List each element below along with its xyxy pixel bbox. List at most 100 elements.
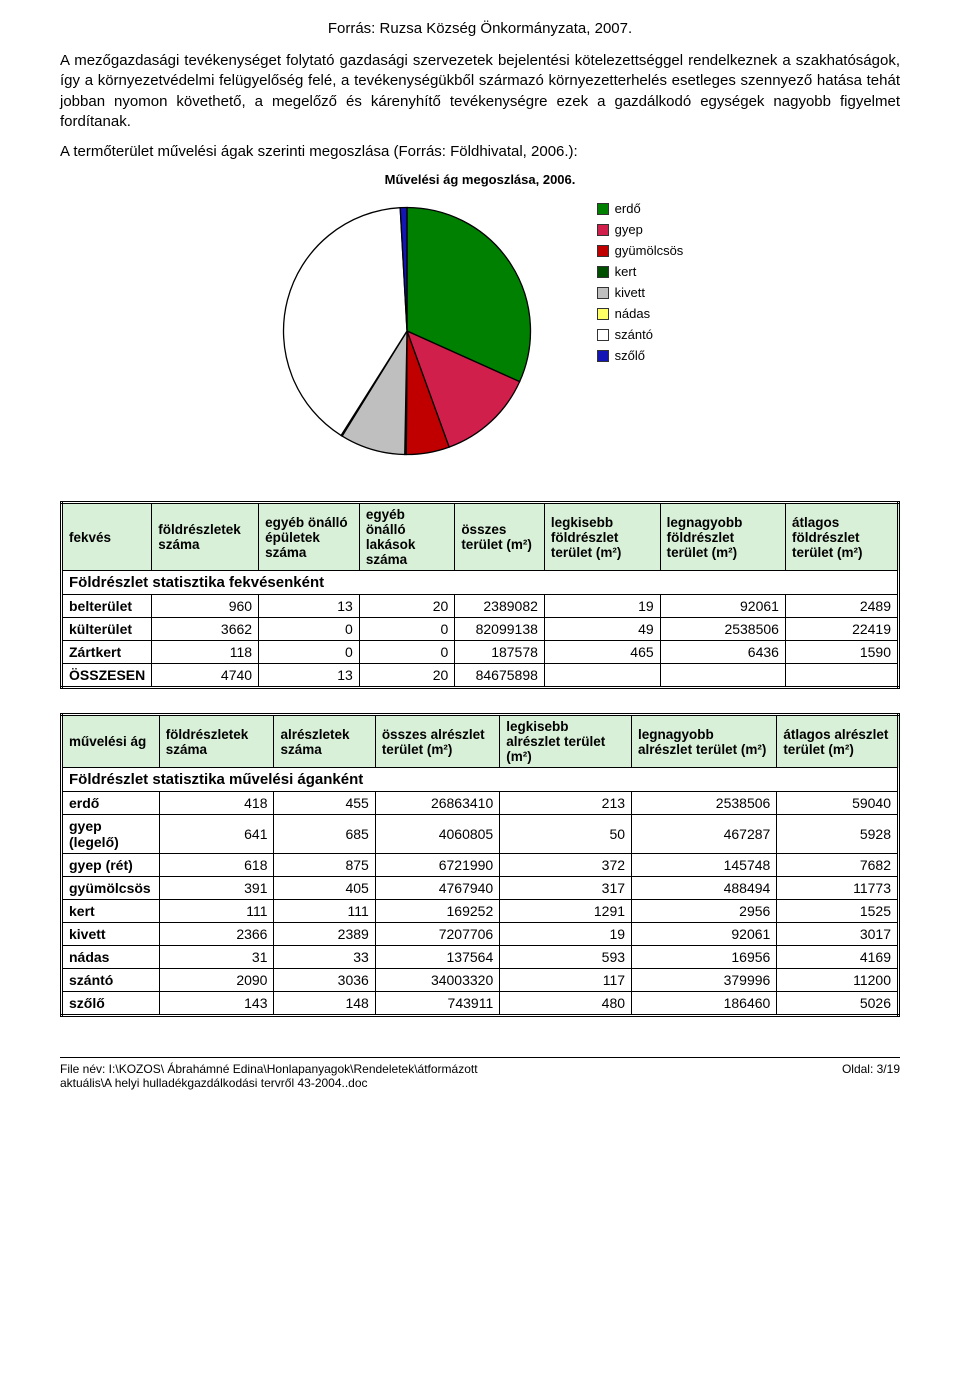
cell-value: 641 <box>159 815 274 854</box>
cell-value: 1590 <box>785 641 898 664</box>
table-row: kivett23662389720770619920613017 <box>62 923 899 946</box>
cell-value: 16956 <box>632 946 777 969</box>
legend-label: kivett <box>615 285 645 300</box>
cell-value: 391 <box>159 877 274 900</box>
cell-value: 187578 <box>455 641 545 664</box>
cell-value: 22419 <box>785 618 898 641</box>
cell-value: 5928 <box>777 815 899 854</box>
cell-value: 148 <box>274 992 375 1016</box>
cell-value: 2956 <box>632 900 777 923</box>
table-row: belterület9601320238908219920612489 <box>62 595 899 618</box>
legend-label: gyep <box>615 222 643 237</box>
column-header: egyéb önálló épületek száma <box>259 503 360 571</box>
cell-value: 50 <box>500 815 632 854</box>
pie-chart-container: erdőgyepgyümölcsöskertkivettnádasszántós… <box>60 201 900 461</box>
cell-value: 145748 <box>632 854 777 877</box>
cell-value: 418 <box>159 792 274 815</box>
cell-value: 618 <box>159 854 274 877</box>
column-header: művelési ág <box>62 715 160 768</box>
cell-value: 1525 <box>777 900 899 923</box>
pie-legend: erdőgyepgyümölcsöskertkivettnádasszántós… <box>597 201 684 369</box>
cell-value: 875 <box>274 854 375 877</box>
row-label: szőlő <box>62 992 160 1016</box>
table2-title: Földrészlet statisztika művelési ágankén… <box>62 768 899 792</box>
legend-swatch <box>597 245 609 257</box>
row-label: nádas <box>62 946 160 969</box>
cell-value: 92061 <box>660 595 785 618</box>
column-header: földrészletek száma <box>159 715 274 768</box>
cell-value: 84675898 <box>455 664 545 688</box>
cell-value: 743911 <box>375 992 499 1016</box>
cell-value: 31 <box>159 946 274 969</box>
column-header: átlagos alrészlet terület (m²) <box>777 715 899 768</box>
column-header: egyéb önálló lakások száma <box>359 503 455 571</box>
cell-value: 7682 <box>777 854 899 877</box>
table-row: szántó209030363400332011737999611200 <box>62 969 899 992</box>
cell-value: 186460 <box>632 992 777 1016</box>
legend-label: erdő <box>615 201 641 216</box>
column-header: összes terület (m²) <box>455 503 545 571</box>
paragraph-2: A termőterület művelési ágak szerinti me… <box>60 142 900 162</box>
legend-item-szőlő: szőlő <box>597 348 684 363</box>
table-row: gyep (legelő)6416854060805504672875928 <box>62 815 899 854</box>
legend-label: szőlő <box>615 348 645 363</box>
cell-value: 3017 <box>777 923 899 946</box>
legend-swatch <box>597 308 609 320</box>
cell-value: 0 <box>259 618 360 641</box>
table-row: gyep (rét)61887567219903721457487682 <box>62 854 899 877</box>
cell-value: 3036 <box>274 969 375 992</box>
cell-value: 13 <box>259 595 360 618</box>
cell-value: 4169 <box>777 946 899 969</box>
cell-value: 118 <box>152 641 259 664</box>
column-header: alrészletek száma <box>274 715 375 768</box>
cell-value: 169252 <box>375 900 499 923</box>
cell-value: 467287 <box>632 815 777 854</box>
cell-value: 13 <box>259 664 360 688</box>
cell-value: 33 <box>274 946 375 969</box>
cell-value: 2366 <box>159 923 274 946</box>
legend-item-erdő: erdő <box>597 201 684 216</box>
paragraph-1: A mezőgazdasági tevékenységet folytató g… <box>60 51 900 132</box>
legend-swatch <box>597 287 609 299</box>
legend-swatch <box>597 203 609 215</box>
cell-value: 6721990 <box>375 854 499 877</box>
cell-value: 213 <box>500 792 632 815</box>
legend-label: szántó <box>615 327 653 342</box>
cell-value: 19 <box>500 923 632 946</box>
cell-value: 4060805 <box>375 815 499 854</box>
cell-value: 2389 <box>274 923 375 946</box>
chart-title: Művelési ág megoszlása, 2006. <box>60 172 900 187</box>
cell-value: 465 <box>544 641 660 664</box>
cell-value: 5026 <box>777 992 899 1016</box>
cell-value: 685 <box>274 815 375 854</box>
row-label: belterület <box>62 595 152 618</box>
cell-value: 4767940 <box>375 877 499 900</box>
cell-value: 379996 <box>632 969 777 992</box>
column-header: legkisebb földrészlet terület (m²) <box>544 503 660 571</box>
table-row: ÖSSZESEN4740132084675898 <box>62 664 899 688</box>
cell-value: 111 <box>159 900 274 923</box>
row-label: kivett <box>62 923 160 946</box>
cell-value: 34003320 <box>375 969 499 992</box>
legend-item-kivett: kivett <box>597 285 684 300</box>
row-label: erdő <box>62 792 160 815</box>
footer-left: File név: I:\KOZOS\ Ábrahámné Edina\Honl… <box>60 1062 478 1090</box>
column-header: földrészletek száma <box>152 503 259 571</box>
table-muvelesi-ag: Földrészlet statisztika művelési ágankén… <box>60 713 900 1017</box>
cell-value: 2489 <box>785 595 898 618</box>
cell-value: 4740 <box>152 664 259 688</box>
cell-value: 1291 <box>500 900 632 923</box>
column-header: fekvés <box>62 503 152 571</box>
cell-value: 0 <box>359 641 455 664</box>
cell-value: 143 <box>159 992 274 1016</box>
footer-file-line1: File név: I:\KOZOS\ Ábrahámné Edina\Honl… <box>60 1062 478 1076</box>
cell-value: 372 <box>500 854 632 877</box>
legend-swatch <box>597 266 609 278</box>
legend-item-kert: kert <box>597 264 684 279</box>
row-label: külterület <box>62 618 152 641</box>
cell-value: 480 <box>500 992 632 1016</box>
table-row: szőlő1431487439114801864605026 <box>62 992 899 1016</box>
legend-item-gyep: gyep <box>597 222 684 237</box>
legend-item-szántó: szántó <box>597 327 684 342</box>
cell-value: 455 <box>274 792 375 815</box>
